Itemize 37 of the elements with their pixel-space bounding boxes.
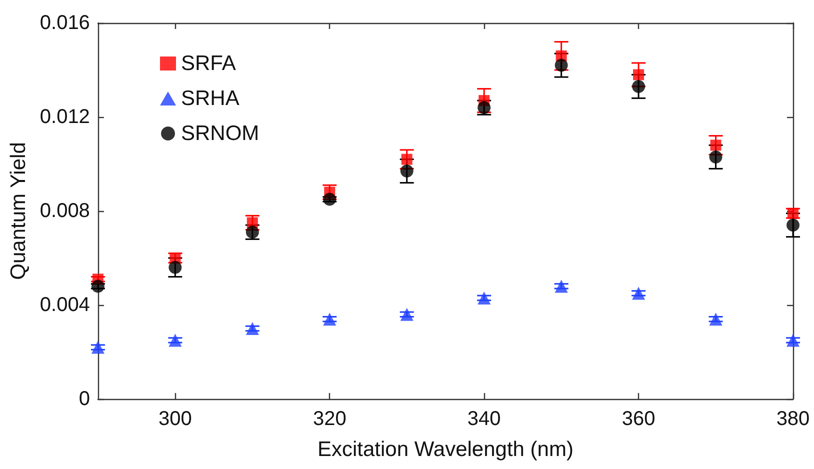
point bbox=[246, 322, 259, 335]
point bbox=[709, 312, 722, 326]
point bbox=[632, 286, 646, 300]
point bbox=[554, 58, 568, 72]
legend-label: SRNOM bbox=[181, 122, 260, 145]
point bbox=[91, 280, 104, 293]
y-tick-label: 0 bbox=[78, 388, 90, 410]
y-tick-label: 0.012 bbox=[40, 106, 90, 128]
point bbox=[633, 69, 644, 80]
x-axis-title: Excitation Wavelength (nm) bbox=[317, 438, 574, 461]
legend-label: SRHA bbox=[181, 87, 240, 110]
y-tick-label: 0.008 bbox=[40, 200, 90, 222]
x-tick-label: 300 bbox=[158, 408, 192, 430]
point bbox=[323, 192, 336, 206]
y-axis-title: Quantum Yield bbox=[7, 142, 30, 280]
point bbox=[554, 280, 568, 293]
point bbox=[710, 140, 722, 151]
y-tick-label: 0.004 bbox=[40, 294, 90, 316]
point bbox=[91, 340, 104, 354]
point bbox=[478, 291, 491, 304]
point bbox=[786, 334, 800, 347]
point bbox=[788, 208, 798, 219]
x-tick-label: 380 bbox=[776, 408, 810, 430]
point bbox=[709, 150, 722, 164]
point bbox=[786, 218, 800, 232]
point bbox=[632, 80, 646, 93]
point bbox=[401, 154, 412, 165]
point bbox=[323, 312, 336, 326]
legend-label: SRFA bbox=[181, 52, 236, 75]
point bbox=[168, 334, 182, 347]
point bbox=[400, 164, 414, 178]
point bbox=[400, 308, 414, 321]
x-tick-label: 340 bbox=[467, 408, 501, 430]
x-tick-label: 320 bbox=[312, 408, 346, 430]
point bbox=[168, 260, 182, 274]
x-tick-label: 360 bbox=[622, 408, 656, 430]
y-tick-label: 0.016 bbox=[40, 12, 90, 34]
